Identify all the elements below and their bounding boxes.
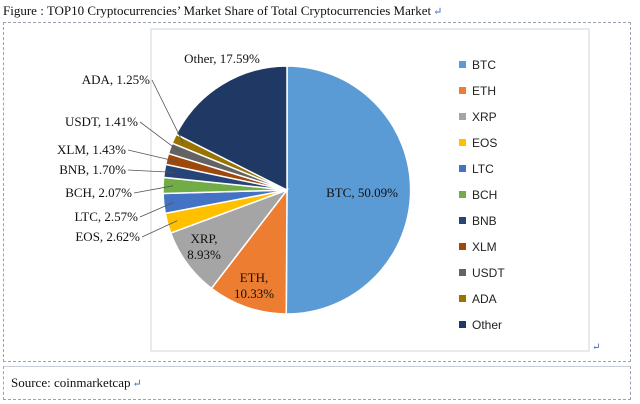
- slice-label-bnb: BNB, 1.70%: [59, 162, 126, 177]
- legend-label-bnb: BNB: [472, 214, 497, 228]
- legend-swatch-eth: [459, 87, 466, 94]
- leader-line-bnb: [127, 169, 175, 173]
- leader-line-ada: [151, 79, 184, 143]
- leader-line-eos: [141, 220, 178, 238]
- slice-label-xrp: 8.93%: [187, 247, 221, 262]
- legend-label-usdt: USDT: [472, 266, 505, 280]
- source-frame: Source: coinmarketcap ↵: [3, 366, 631, 400]
- legend-label-eth: ETH: [472, 84, 496, 98]
- pie-slice-btc: [285, 65, 412, 315]
- paragraph-mark-icon: ↵: [132, 378, 142, 390]
- leader-lines: [127, 79, 184, 238]
- pie-slices: [162, 65, 412, 315]
- chart-frame: [3, 22, 631, 362]
- slice-label-ada: ADA, 1.25%: [82, 72, 150, 87]
- slice-label-eos: EOS, 2.62%: [75, 229, 140, 244]
- legend-label-ada: ADA: [472, 292, 497, 306]
- pie-slice-other: [175, 65, 288, 192]
- legend-swatch-eos: [459, 139, 466, 146]
- leader-line-xlm: [127, 149, 177, 162]
- legend-label-xrp: XRP: [472, 110, 497, 124]
- slice-label-btc: BTC, 50.09%: [326, 185, 398, 200]
- leader-line-ltc: [139, 202, 174, 218]
- figure-caption: Figure : TOP10 Cryptocurrencies’ Market …: [3, 3, 442, 19]
- leader-line-bch: [133, 185, 174, 194]
- legend-swatch-other: [459, 321, 466, 328]
- slice-label-eth: 10.33%: [234, 286, 274, 301]
- leader-line-usdt: [139, 121, 180, 153]
- legend-label-other: Other: [472, 318, 502, 332]
- slice-label-xrp: XRP,: [190, 231, 217, 246]
- legend-swatch-ada: [459, 295, 466, 302]
- source-text: Source: coinmarketcap: [11, 375, 131, 390]
- slice-label-ltc: LTC, 2.57%: [75, 209, 139, 224]
- figure-caption-text: Figure : TOP10 Cryptocurrencies’ Market …: [3, 3, 432, 18]
- legend-label-bch: BCH: [472, 188, 497, 202]
- pie-slice-eth: [210, 187, 288, 315]
- legend-label-xlm: XLM: [472, 240, 497, 254]
- legend-swatch-ltc: [459, 165, 466, 172]
- paragraph-mark-icon: ↵: [433, 6, 443, 18]
- chart-legend: BTC ETH XRP EOS LTC BCH BNB XLM USDT ADA Other: [459, 58, 505, 332]
- legend-swatch-usdt: [459, 269, 466, 276]
- legend-label-ltc: LTC: [472, 162, 494, 176]
- legend-swatch-xrp: [459, 113, 466, 120]
- slice-labels: BTC, 50.09% ETH,10.33% XRP,8.93% EOS, 2.62%…: [57, 51, 398, 301]
- slice-label-xlm: XLM, 1.43%: [57, 142, 126, 157]
- slice-label-usdt: USDT, 1.41%: [65, 114, 138, 129]
- paragraph-mark-icon: ↵: [592, 342, 600, 353]
- legend-swatch-bch: [459, 191, 466, 198]
- slice-label-eth: ETH,: [240, 270, 269, 285]
- slice-label-bch: BCH, 2.07%: [65, 185, 132, 200]
- slice-label-other: Other, 17.59%: [184, 51, 260, 66]
- legend-swatch-bnb: [459, 217, 466, 224]
- source-note: Source: coinmarketcap ↵: [11, 375, 142, 391]
- legend-swatch-xlm: [459, 243, 466, 250]
- legend-swatch-btc: [459, 61, 466, 68]
- legend-label-eos: EOS: [472, 136, 497, 150]
- legend-label-btc: BTC: [472, 58, 496, 72]
